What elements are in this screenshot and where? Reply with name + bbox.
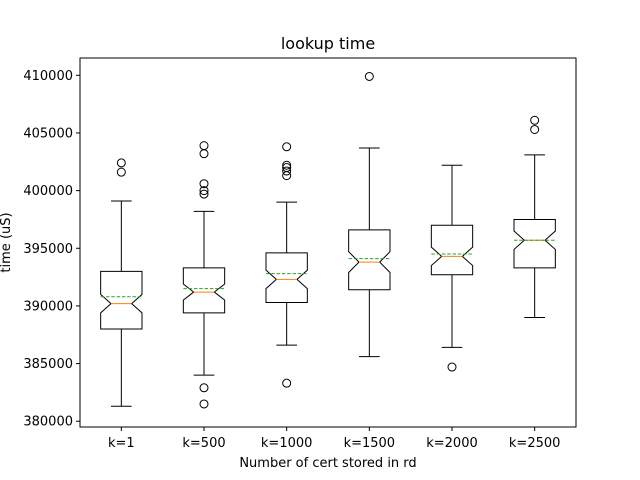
- box-k=1000: [265, 142, 308, 388]
- x-axis: k=1 k=500 k=1000 k=1500 k=2000 k=2500: [108, 427, 560, 451]
- outlier-point: [282, 142, 292, 152]
- outlier-point: [199, 189, 209, 199]
- outlier-point: [282, 166, 292, 176]
- outlier-point: [364, 71, 374, 81]
- box-k=500: [182, 141, 226, 409]
- outlier-point: [116, 158, 126, 168]
- chart-title: lookup time: [281, 34, 375, 53]
- outlier-point: [199, 399, 209, 409]
- outlier-point: [199, 179, 209, 189]
- box-k=2500: [513, 115, 556, 318]
- y-axis: 380000 385000 390000 395000 400000 405000 4100…: [23, 69, 80, 430]
- outlier-point: [199, 149, 209, 159]
- notched-box: [430, 224, 474, 276]
- y-tick-label: 400000: [23, 184, 73, 199]
- box-k=2000: [430, 164, 474, 372]
- x-tick-label: k=1: [108, 436, 135, 451]
- outlier-point: [530, 115, 540, 125]
- outlier-point: [199, 383, 209, 393]
- y-tick-label: 385000: [23, 357, 73, 372]
- x-tick-label: k=500: [182, 436, 225, 451]
- box-k=1: [100, 158, 143, 407]
- x-tick-label: k=1000: [261, 436, 313, 451]
- y-tick-label: 410000: [23, 69, 73, 84]
- y-tick-label: 380000: [23, 415, 73, 430]
- y-tick-label: 405000: [23, 126, 73, 141]
- notched-box: [182, 267, 226, 314]
- x-axis-label: Number of cert stored in rd: [239, 456, 416, 471]
- outlier-point: [282, 160, 292, 170]
- x-tick-label: k=2000: [426, 436, 478, 451]
- notched-box: [100, 270, 143, 330]
- outlier-point: [447, 362, 457, 372]
- boxes-layer: [100, 71, 556, 409]
- y-axis-label: time (uS): [0, 212, 14, 272]
- outlier-point: [116, 167, 126, 177]
- x-tick-label: k=2500: [509, 436, 561, 451]
- notched-box: [265, 252, 308, 303]
- outlier-point: [199, 186, 209, 196]
- y-tick-label: 390000: [23, 299, 73, 314]
- x-tick-label: k=1500: [344, 436, 396, 451]
- outlier-point: [282, 378, 292, 388]
- outlier-point: [282, 171, 292, 181]
- plot-area-frame: [79, 57, 577, 428]
- outlier-point: [530, 124, 540, 134]
- notched-box: [513, 218, 556, 269]
- y-tick-label: 395000: [23, 242, 73, 257]
- notched-box: [348, 229, 391, 291]
- box-k=1500: [348, 71, 391, 358]
